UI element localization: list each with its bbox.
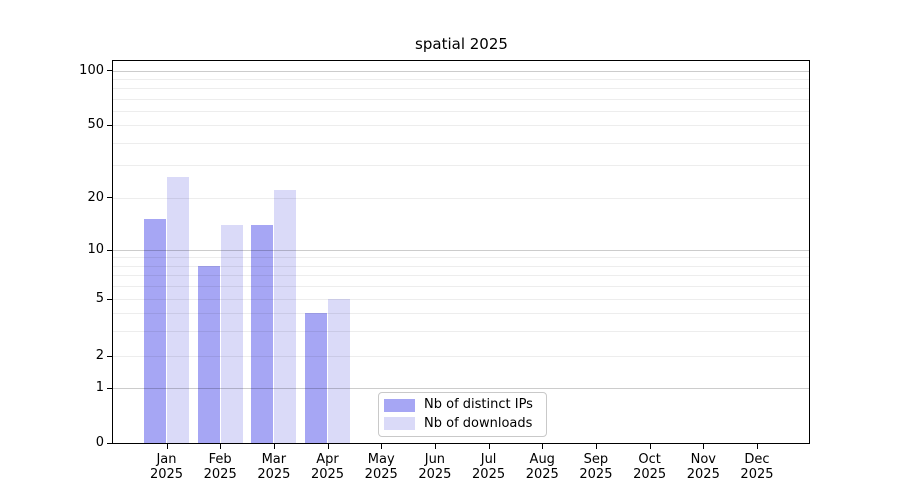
x-tick-mark-nov [703,444,705,449]
x-tick-label-jan: Jan 2025 [149,452,184,482]
bar-downloads-feb [220,224,243,443]
x-tick-label-jul: Jul 2025 [472,452,506,482]
x-tick-label-feb: Feb 2025 [203,452,237,482]
y-tick-mark-1 [107,387,113,389]
x-tick-mark-jun [434,444,436,449]
x-tick-label-nov: Nov 2025 [686,452,720,482]
y-tick-label-10: 10 [87,242,104,257]
y-tick-mark-50 [107,124,113,126]
legend: Nb of distinct IPs Nb of downloads [378,392,547,437]
y-tick-label-20: 20 [87,189,104,205]
legend-item-distinct-ips: Nb of distinct IPs [379,397,546,413]
legend-swatch-downloads [384,417,415,431]
x-tick-label-aug: Aug 2025 [525,452,559,482]
x-tick-mark-oct [649,444,651,449]
bar-distinct-ips-apr [305,312,328,443]
bar-distinct-ips-jan [144,219,166,443]
legend-swatch-distinct-ips [384,398,415,412]
x-tick-mark-may [381,444,383,449]
x-tick-mark-dec [756,444,758,449]
x-tick-label-mar: Mar 2025 [257,452,291,482]
x-tick-mark-jan [166,444,168,449]
x-tick-mark-mar [273,444,275,449]
legend-item-downloads: Nb of downloads [379,416,546,432]
y-tick-mark-2 [107,355,113,357]
bar-distinct-ips-mar [251,224,274,443]
x-tick-label-sep: Sep 2025 [579,452,613,482]
y-tick-label-100: 100 [79,62,104,78]
y-tick-mark-0 [107,442,113,444]
x-tick-mark-sep [595,444,597,449]
y-tick-mark-5 [107,298,113,300]
y-tick-label-1: 1 [95,380,104,395]
x-tick-label-dec: Dec 2025 [740,452,774,482]
y-tick-label-5: 5 [95,291,104,306]
x-tick-mark-aug [542,444,544,449]
bar-distinct-ips-feb [197,265,220,443]
y-tick-label-2: 2 [95,348,104,363]
bar-downloads-apr [328,299,351,443]
bar-downloads-mar [274,189,297,443]
x-tick-mark-jul [488,444,490,449]
y-tick-mark-20 [107,197,113,198]
y-tick-label-50: 50 [87,117,104,132]
y-tick-label-0: 0 [95,435,104,450]
legend-label-downloads: Nb of downloads [424,415,533,431]
x-tick-label-may: May 2025 [364,452,398,482]
x-tick-label-oct: Oct 2025 [633,452,667,482]
bar-downloads-jan [167,176,189,443]
y-tick-mark-100 [107,70,113,71]
x-tick-mark-apr [327,444,329,449]
x-tick-mark-feb [220,444,222,449]
legend-label-distinct-ips: Nb of distinct IPs [424,397,533,413]
x-tick-label-apr: Apr 2025 [310,452,345,482]
chart-title: spatial 2025 [415,35,508,53]
y-tick-mark-10 [107,249,113,251]
x-tick-label-jun: Jun 2025 [418,452,452,482]
